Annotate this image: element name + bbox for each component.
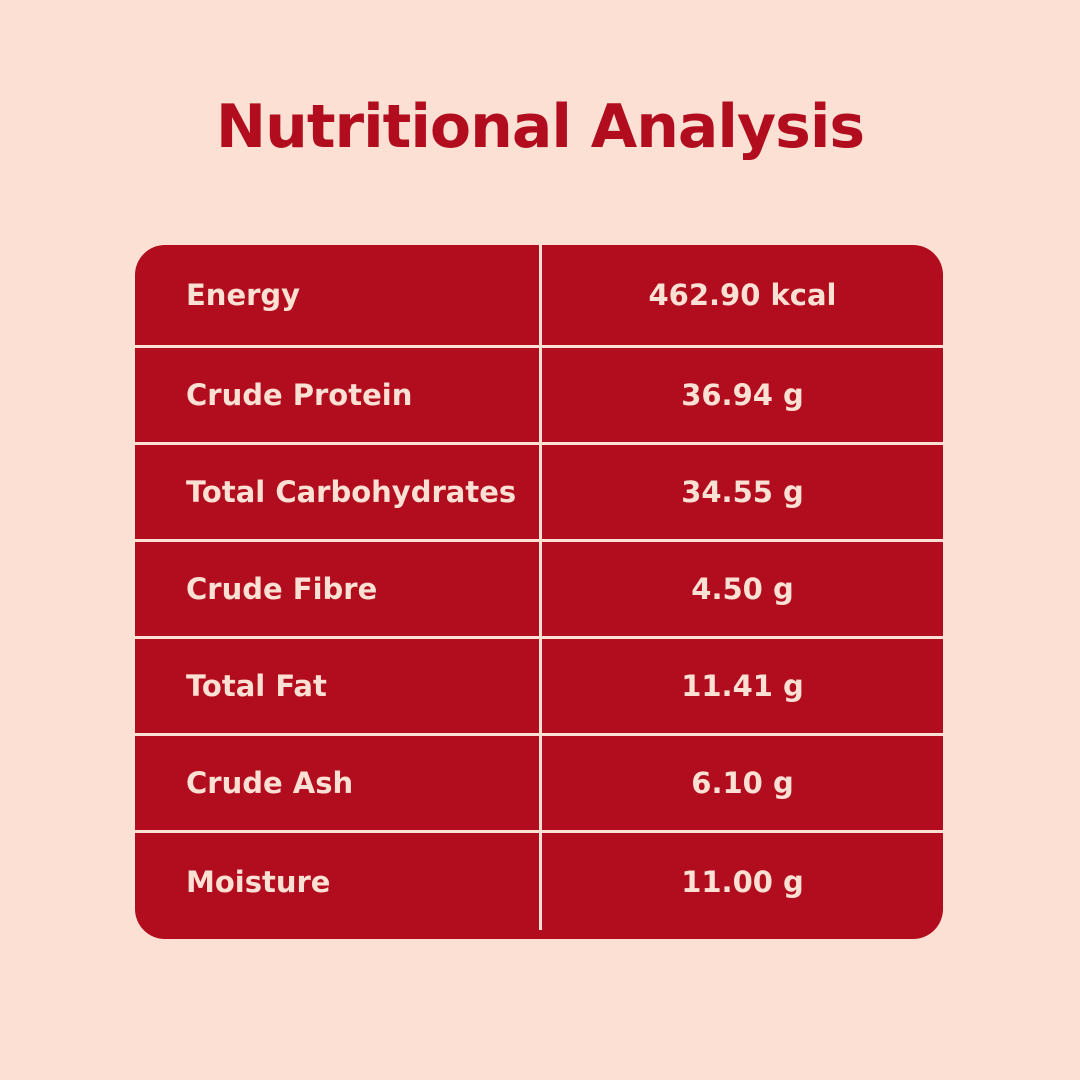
value-cell: 11.41 g: [681, 669, 804, 703]
title: Nutritional Analysis: [215, 92, 865, 162]
table-row: Total Carbohydrates 34.55 g: [135, 445, 943, 542]
table-row: Energy 462.90 kcal: [135, 245, 943, 348]
table-row: Crude Protein 36.94 g: [135, 348, 943, 445]
label-cell: Moisture: [135, 833, 542, 930]
value-cell: 4.50 g: [691, 572, 794, 606]
value-cell: 462.90 kcal: [648, 278, 837, 312]
value-cell: 11.00 g: [681, 864, 804, 899]
label-cell: Crude Ash: [135, 736, 542, 830]
value-cell: 34.55 g: [681, 475, 804, 509]
label-cell: Energy: [135, 245, 542, 345]
label-cell: Crude Protein: [135, 348, 542, 442]
table-row: Crude Fibre 4.50 g: [135, 542, 943, 639]
nutrition-table: Energy 462.90 kcal Crude Protein 36.94 g Tot…: [135, 245, 943, 939]
label-cell: Total Carbohydrates: [135, 445, 542, 539]
label-cell: Crude Fibre: [135, 542, 542, 636]
label-cell: Total Fat: [135, 639, 542, 733]
table-row: Crude Ash 6.10 g: [135, 736, 943, 833]
value-cell: 6.10 g: [691, 766, 794, 800]
table-row: Moisture 11.00 g: [135, 833, 943, 930]
table-row: Total Fat 11.41 g: [135, 639, 943, 736]
value-cell: 36.94 g: [681, 378, 804, 412]
